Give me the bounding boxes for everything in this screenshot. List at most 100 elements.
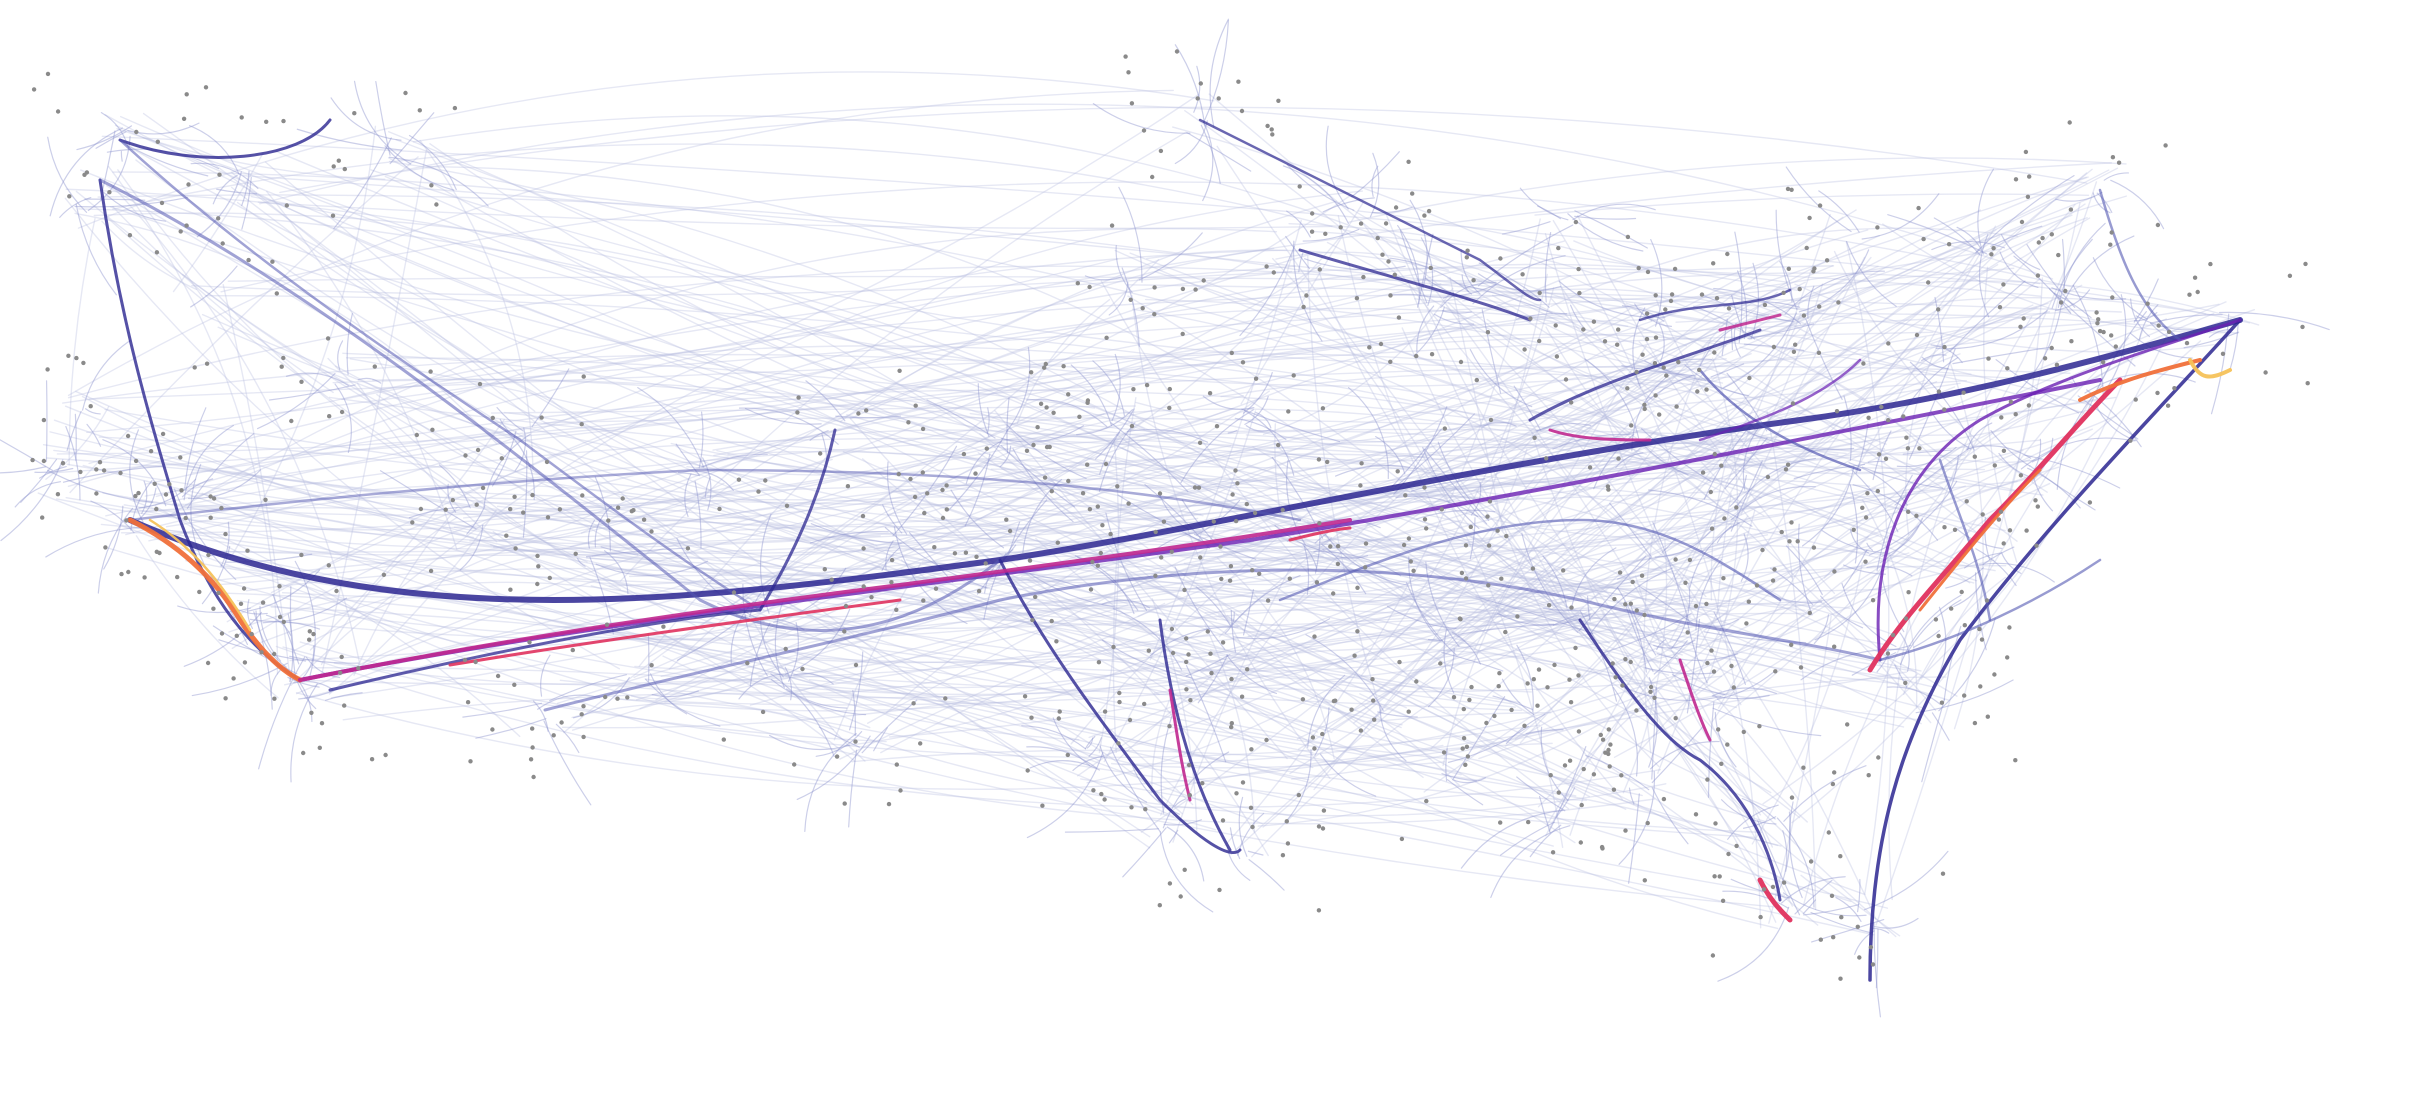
- graph-node: [97, 460, 103, 465]
- graph-node: [211, 496, 217, 501]
- graph-node: [1496, 684, 1501, 689]
- faint-edge: [1245, 434, 1769, 446]
- branch-edge: [1900, 357, 1959, 418]
- graph-node: [125, 433, 131, 439]
- branch-edge: [1021, 725, 1086, 750]
- branch-edge: [1734, 457, 1817, 510]
- faint-edge: [1447, 302, 1877, 920]
- branch-edge: [2149, 314, 2223, 324]
- graph-node: [1717, 874, 1722, 879]
- graph-node: [1522, 723, 1527, 728]
- graph-node: [2013, 177, 2019, 182]
- faint-edge: [46, 457, 1333, 734]
- branch-edge: [1570, 547, 1617, 609]
- graph-node: [1216, 96, 1221, 101]
- faint-edge: [886, 379, 1967, 516]
- branch-edge: [1006, 346, 1031, 432]
- branch-edge: [810, 523, 902, 544]
- graph-node: [1997, 305, 2003, 310]
- branch-edge: [2053, 292, 2092, 319]
- graph-node: [943, 696, 948, 701]
- branch-edge: [1490, 825, 1571, 899]
- graph-node: [152, 481, 157, 486]
- branch-edge: [2084, 372, 2196, 394]
- graph-node: [1695, 389, 1700, 394]
- branch-edge: [388, 156, 489, 207]
- graph-node: [1468, 524, 1474, 530]
- graph-node: [1220, 640, 1226, 645]
- faint-edge: [1132, 308, 1707, 598]
- graph-node: [465, 700, 471, 705]
- graph-node: [1704, 601, 1709, 607]
- faint-edge: [1080, 778, 1875, 936]
- graph-node: [606, 518, 611, 523]
- branch-edge: [1874, 917, 1919, 929]
- faint-edge: [1331, 327, 1830, 732]
- graph-node: [796, 395, 801, 400]
- faint-edge: [1546, 213, 1831, 826]
- graph-node: [1783, 467, 1789, 472]
- faint-edge: [994, 409, 1288, 760]
- graph-node: [1949, 606, 1954, 611]
- faint-edge: [47, 248, 2002, 474]
- graph-node: [898, 788, 903, 793]
- branch-edge: [1379, 704, 1407, 762]
- branch-edge: [848, 749, 858, 828]
- graph-node: [1787, 539, 1792, 544]
- branch-edge: [675, 443, 701, 477]
- branch-edge: [835, 415, 902, 419]
- graph-node: [1785, 186, 1791, 192]
- graph-node: [2033, 498, 2038, 503]
- graph-node: [920, 470, 925, 475]
- branch-edge: [1644, 313, 1673, 327]
- graph-node: [1024, 448, 1030, 453]
- branch-edge: [1313, 550, 1402, 577]
- faint-edge: [116, 127, 1218, 621]
- graph-node: [2001, 282, 2006, 287]
- branch-edge: [1589, 567, 1674, 636]
- faint-edge: [1202, 628, 1576, 672]
- faint-edge: [1793, 325, 1972, 376]
- branch-edge: [1587, 595, 1591, 622]
- branch-edge: [684, 473, 692, 518]
- graph-node: [1673, 716, 1678, 721]
- faint-edge: [710, 200, 1338, 500]
- graph-node: [1492, 713, 1497, 719]
- graph-node: [1789, 642, 1794, 647]
- branch-edge: [2183, 331, 2240, 349]
- graph-node: [2018, 324, 2023, 329]
- branch-edge: [1202, 19, 1229, 124]
- graph-node: [1414, 353, 1419, 359]
- graph-node: [241, 586, 247, 591]
- graph-node: [1712, 350, 1717, 355]
- graph-node: [1066, 392, 1071, 397]
- graph-node: [1310, 211, 1315, 216]
- graph-node: [463, 453, 468, 458]
- branch-edge: [1302, 544, 1318, 569]
- edge-bundle: [758, 428, 837, 612]
- branch-edge: [1921, 354, 1947, 362]
- branch-edge: [1092, 103, 1191, 134]
- graph-node: [1153, 573, 1158, 578]
- branch-edge: [2138, 304, 2159, 340]
- edge-bundle: [1868, 318, 2242, 982]
- faint-edge: [1473, 345, 1647, 651]
- graph-node: [1286, 409, 1291, 414]
- faint-edge: [1711, 536, 1910, 723]
- graph-node: [1868, 945, 1874, 950]
- graph-node: [573, 551, 578, 556]
- faint-edge: [686, 408, 1234, 476]
- graph-node: [1629, 423, 1634, 428]
- graph-node: [1029, 370, 1034, 375]
- graph-node: [1866, 415, 1871, 420]
- graph-node: [45, 71, 51, 77]
- graph-node: [1509, 707, 1514, 713]
- faint-edge: [1753, 313, 2239, 334]
- graph-node: [299, 379, 304, 384]
- graph-node: [1816, 350, 1822, 355]
- faint-edge: [1504, 380, 2065, 747]
- graph-node: [603, 694, 608, 700]
- branch-edge: [333, 137, 392, 230]
- graph-node: [1087, 284, 1092, 290]
- graph-node: [1886, 418, 1891, 423]
